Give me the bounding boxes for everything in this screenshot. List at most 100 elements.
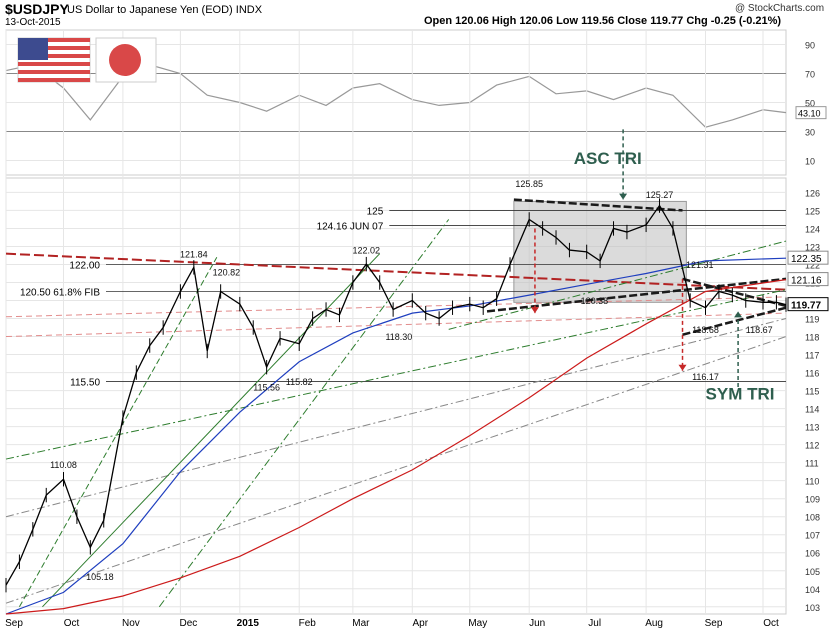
level-label: 124.16 JUN 07 xyxy=(317,222,384,233)
sym-tri-resistance xyxy=(682,277,787,308)
x-tick-label: Dec xyxy=(179,618,197,629)
stockcharts-credit: @ StockCharts.com xyxy=(735,3,825,14)
price-tick-label: 115 xyxy=(805,387,819,397)
level-label: 120.50 61.8% FIB xyxy=(20,288,100,299)
annotation-label: 125.27 xyxy=(646,190,674,200)
right-value-box xyxy=(787,272,829,287)
green-trend-line xyxy=(5,289,787,460)
ma-line-200 xyxy=(5,279,787,615)
gray-trend-line xyxy=(5,318,787,518)
ohlc-summary: Open 120.06 High 120.06 Low 119.56 Close… xyxy=(424,15,782,27)
right-value-box xyxy=(787,250,829,265)
x-tick-label: Jun xyxy=(529,618,545,629)
price-tick-label: 122 xyxy=(805,260,820,270)
pink-support-line xyxy=(5,312,787,338)
japan-flag-icon xyxy=(95,37,157,83)
annotation-label: 118.68 xyxy=(692,325,719,335)
price-tick-label: 111 xyxy=(805,459,819,469)
rsi-tick-label: 50 xyxy=(805,99,815,109)
price-tick-label: 104 xyxy=(805,585,820,595)
x-tick-label: Sep xyxy=(5,618,23,629)
x-tick-label: May xyxy=(468,618,487,629)
breakdown-arrow-head xyxy=(530,307,539,314)
annotation-label: 105.18 xyxy=(86,572,114,582)
annotation-label: 116.17 xyxy=(692,372,719,382)
rsi-last-box xyxy=(795,106,827,120)
breakdown-arrow-head xyxy=(678,364,687,371)
green-fan-line xyxy=(42,253,381,608)
price-tick-label: 113 xyxy=(805,423,819,433)
x-tick-label: Apr xyxy=(413,618,429,629)
annotation-label: 120.82 xyxy=(213,267,241,277)
level-label: 122.00 xyxy=(69,260,100,271)
right-value-label: 122.35 xyxy=(791,254,822,265)
breakout-arrow-head xyxy=(734,311,743,318)
price-tick-label: 106 xyxy=(805,549,820,559)
price-tick-label: 103 xyxy=(805,603,820,613)
rsi-last-label: 43.10 xyxy=(798,109,821,119)
annotation-label: 118.30 xyxy=(385,332,412,342)
x-tick-label: Mar xyxy=(352,618,370,629)
price-tick-label: 105 xyxy=(805,567,820,577)
asc-tri-resistance xyxy=(513,198,683,212)
price-tick-label: 112 xyxy=(805,441,819,451)
price-tick-label: 109 xyxy=(805,495,820,505)
right-value-box xyxy=(787,297,829,312)
price-tick-label: 123 xyxy=(805,242,820,252)
price-tick-label: 119 xyxy=(805,315,819,325)
rsi-tick-label: 90 xyxy=(805,41,815,51)
annotation-label: 120.38 xyxy=(581,296,609,306)
pattern-label-asc-tri: ASC TRI xyxy=(574,149,642,168)
price-tick-label: 126 xyxy=(805,188,820,198)
x-tick-label: Jul xyxy=(588,618,601,629)
price-tick-label: 117 xyxy=(805,351,819,361)
annotation-label: 115.82 xyxy=(286,377,313,387)
price-tick-label: 116 xyxy=(805,369,819,379)
red-resistance-line xyxy=(5,252,787,291)
us-flag-icon xyxy=(17,37,91,83)
rsi-tick-label: 10 xyxy=(805,157,815,167)
level-label: 115.50 xyxy=(70,378,100,389)
x-tick-label: Oct xyxy=(64,618,80,629)
x-tick-label: 2015 xyxy=(237,618,260,629)
pink-support-line xyxy=(5,296,787,318)
price-tick-label: 124 xyxy=(805,224,820,234)
annotation-label: 110.08 xyxy=(50,460,77,470)
x-tick-label: Nov xyxy=(122,618,140,629)
x-tick-label: Aug xyxy=(645,618,663,629)
annotation-label: 121.84 xyxy=(180,249,208,259)
price-tick-label: 114 xyxy=(805,405,819,415)
level-label: 125 xyxy=(367,206,384,217)
asc-tri-arrow-head xyxy=(619,193,628,200)
price-tick-label: 107 xyxy=(805,531,820,541)
pattern-label-sym-tri: SYM TRI xyxy=(706,385,775,404)
right-value-label: 119.77 xyxy=(791,301,821,312)
price-tick-label: 108 xyxy=(805,513,820,523)
x-tick-label: Sep xyxy=(705,618,723,629)
sym-tri-support xyxy=(682,306,787,336)
annotation-label: 125.85 xyxy=(515,179,543,189)
annotation-label: 118.67 xyxy=(746,325,773,335)
annotation-label: 121.31 xyxy=(686,260,714,270)
rsi-tick-label: 70 xyxy=(805,70,815,80)
annotation-label: 122.02 xyxy=(353,246,381,256)
right-value-label: 121.16 xyxy=(791,276,822,287)
x-tick-label: Oct xyxy=(763,618,779,629)
ma-line-50 xyxy=(5,257,787,615)
price-tick-label: 110 xyxy=(805,477,819,487)
symbol: $USDJPY xyxy=(5,1,69,17)
green-fan-line xyxy=(158,219,450,608)
chart-date: 13-Oct-2015 xyxy=(5,17,61,28)
rsi-tick-label: 30 xyxy=(805,128,815,138)
instrument-name: US Dollar to Japanese Yen (EOD) INDX xyxy=(67,4,263,16)
x-tick-label: Feb xyxy=(299,618,317,629)
green-fan-line xyxy=(18,257,218,608)
gray-trend-line xyxy=(5,336,787,604)
green-fan-line xyxy=(448,240,787,330)
asc-tri-box xyxy=(513,200,687,303)
price-tick-label: 118 xyxy=(805,333,819,343)
asc-tri-support xyxy=(486,277,787,313)
price-tick-label: 125 xyxy=(805,206,820,216)
annotation-label: 115.56 xyxy=(253,383,280,393)
